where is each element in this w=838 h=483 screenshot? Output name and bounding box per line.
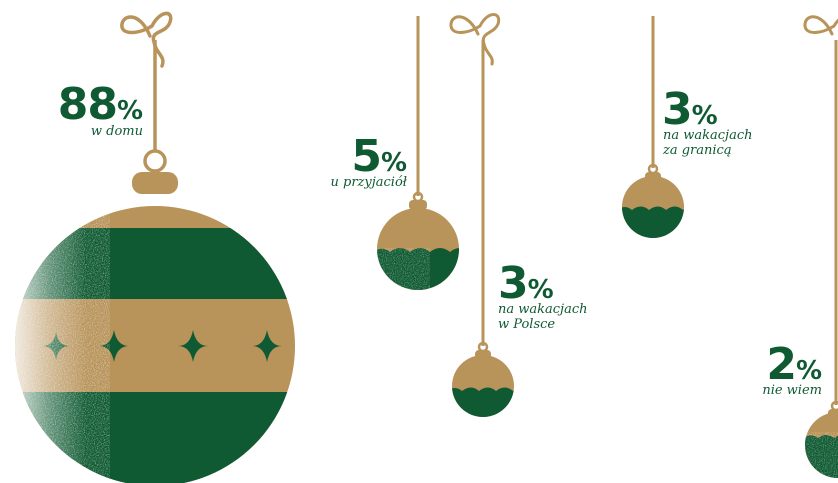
label-line: w Polsce xyxy=(498,317,556,332)
ornament-3-poland xyxy=(449,13,514,417)
label-line: na wakacjach xyxy=(663,128,753,143)
value-number: 88 xyxy=(57,79,118,130)
ornament-cap xyxy=(132,172,178,194)
label-abroad: na wakacjach za granicą xyxy=(663,128,752,158)
ornament-2 xyxy=(803,15,838,478)
label-line: za granicą xyxy=(663,143,732,158)
value-unit: % xyxy=(116,96,143,126)
value-3-abroad: 3% xyxy=(662,88,718,132)
label-line: nie wiem xyxy=(762,383,822,398)
value-number: 3 xyxy=(498,258,529,309)
value-number: 5 xyxy=(351,131,382,182)
label-poland: na wakacjach w Polsce xyxy=(498,302,587,332)
ornament-cap xyxy=(409,200,427,210)
label-dont-know: nie wiem xyxy=(730,383,822,398)
value-5: 5% xyxy=(300,135,407,179)
hanging-loop xyxy=(647,163,659,175)
value-3-poland: 3% xyxy=(498,262,554,306)
value-unit: % xyxy=(691,101,718,131)
label-line: u przyjaciół xyxy=(330,175,408,190)
label-line: w domu xyxy=(90,124,143,139)
value-88: 88% xyxy=(40,83,143,127)
ribbon-bow xyxy=(803,15,838,36)
hanging-loop xyxy=(477,341,489,353)
label-line: na wakacjach xyxy=(498,302,588,317)
hanging-loop xyxy=(143,149,167,173)
value-unit: % xyxy=(527,275,554,305)
hanging-loop xyxy=(830,400,838,412)
value-unit: % xyxy=(795,356,822,386)
ribbon-bow xyxy=(120,11,173,68)
value-number: 3 xyxy=(662,84,693,135)
ribbon-bow xyxy=(449,13,501,66)
hanging-loop xyxy=(412,191,424,203)
label-home: w domu xyxy=(40,124,143,139)
value-unit: % xyxy=(380,148,407,178)
value-number: 2 xyxy=(766,339,797,390)
value-2: 2% xyxy=(730,343,822,387)
label-friends: u przyjaciół xyxy=(300,175,408,190)
